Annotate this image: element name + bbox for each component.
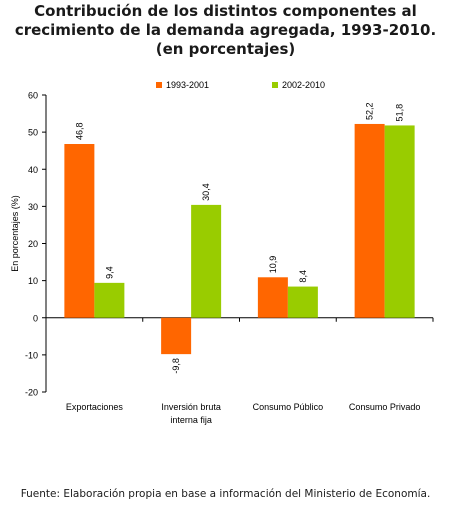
chart-title-line-3: (en porcentajes): [155, 40, 296, 58]
bar-1993-2001-2: [257, 277, 288, 318]
y-tick-label: 30: [28, 202, 38, 212]
bar-1993-2001-0: [64, 144, 95, 318]
data-label: 9,4: [104, 266, 114, 279]
source-note: Fuente: Elaboración propia en base a inf…: [20, 488, 431, 500]
x-category-label: interna fija: [170, 415, 212, 425]
chart-axes: 60 50 40 30 20 10 0 -10 -20 En porcentajes (%) Exp…: [10, 91, 434, 425]
x-category-label: Consumo Público: [253, 402, 324, 412]
data-label: 51,8: [395, 104, 405, 122]
y-axis-label: En porcentajes (%): [10, 195, 20, 272]
legend-swatch-1993-2001: [156, 82, 162, 88]
x-category-label: Inversión bruta: [161, 402, 221, 412]
y-tick-label: -10: [25, 350, 38, 360]
legend-label: 1993-2001: [166, 80, 209, 90]
legend-swatch-2002-2010: [272, 82, 278, 88]
y-tick-label: 20: [28, 239, 38, 249]
y-tick-label: 10: [28, 276, 38, 286]
bar-1993-2001-3: [354, 123, 385, 318]
data-label: 8,4: [298, 270, 308, 283]
bar-2002-2010-1: [191, 204, 222, 318]
y-tick-label: 40: [28, 165, 38, 175]
y-tick-label: 60: [28, 91, 38, 101]
chart-legend: 1993-2001 2002-2010: [156, 80, 325, 90]
chart-title: Contribución de los distintos componente…: [0, 2, 451, 59]
data-label: 52,2: [365, 102, 375, 120]
bar-2002-2010-3: [384, 125, 415, 318]
data-label: 10,9: [268, 256, 278, 274]
data-label: 46,8: [74, 122, 84, 140]
chart-title-line-1: Contribución de los distintos componente…: [34, 2, 417, 20]
bar-1993-2001-1: [161, 317, 192, 355]
y-tick-label: -20: [25, 388, 38, 398]
chart-title-line-2: crecimiento de la demanda agregada, 1993…: [14, 21, 437, 39]
bar-chart: 60 50 40 30 20 10 0 -10 -20 En porcentajes (%) Exp…: [10, 80, 434, 425]
x-category-label: Exportaciones: [66, 402, 124, 412]
data-label: 30,4: [201, 183, 211, 201]
bar-2002-2010-0: [94, 282, 125, 318]
chart-bars: 46,8 9,4 -9,8 30,4 10,9 8,4 52,2 51,8: [64, 102, 415, 374]
data-label: -9,8: [171, 358, 181, 374]
x-category-label: Consumo Privado: [349, 402, 421, 412]
bar-2002-2010-2: [287, 286, 318, 318]
y-tick-label: 0: [33, 313, 38, 323]
y-tick-label: 50: [28, 128, 38, 138]
legend-label: 2002-2010: [282, 80, 325, 90]
